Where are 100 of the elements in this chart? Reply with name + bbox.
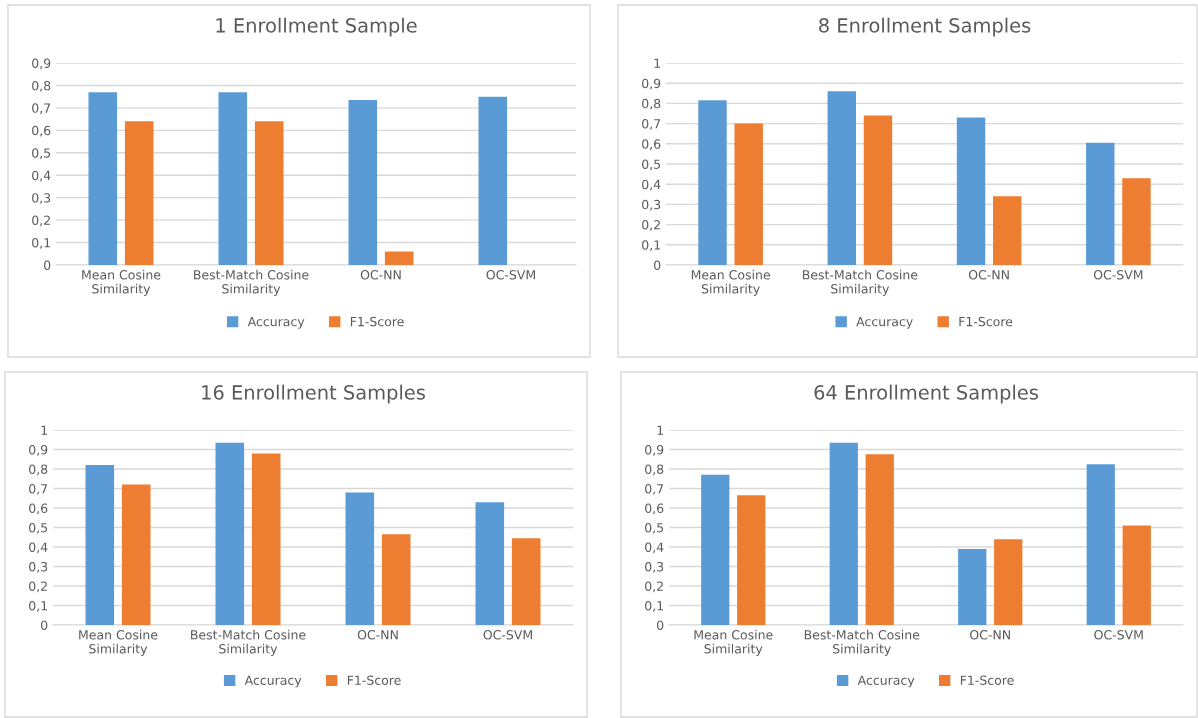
y-tick-label: 0,7: [29, 483, 48, 495]
x-tick-label: Best-Match Cosine Similarity: [191, 629, 306, 656]
legend-label: F1-Score: [959, 316, 1013, 327]
legend-label: F1-Score: [347, 675, 401, 685]
bar: [511, 538, 541, 625]
y-tick-label: 0,5: [642, 159, 661, 171]
y-tick-label: 0,5: [645, 522, 664, 534]
y-tick-label: 0,2: [645, 581, 663, 593]
x-tick-label: Mean Cosine Similarity: [694, 629, 773, 656]
y-tick-label: 0,8: [642, 98, 661, 110]
legend-label: F1-Score: [960, 675, 1014, 685]
bar: [85, 465, 115, 625]
y-tick-label: 0,4: [645, 542, 664, 554]
bar: [734, 123, 763, 265]
bar: [865, 454, 894, 625]
bar: [218, 92, 248, 265]
bar: [215, 442, 245, 625]
y-tick-label: 0,2: [29, 581, 47, 593]
bar: [956, 117, 986, 265]
y-tick-label: 0,4: [642, 179, 661, 191]
x-tick-label: OC-NN: [360, 270, 401, 280]
legend-label: F1-Score: [350, 316, 404, 327]
y-tick-label: 0,2: [32, 215, 50, 227]
y-tick-label: 0,6: [29, 503, 48, 515]
y-tick-label: 0,8: [29, 464, 48, 476]
x-tick-label: OC-SVM: [483, 630, 532, 640]
y-tick-label: 0,9: [29, 444, 48, 456]
x-tick-label: OC-SVM: [486, 270, 535, 280]
y-tick-label: 0,6: [642, 139, 661, 150]
bar: [827, 91, 856, 265]
x-tick-label: Mean Cosine Similarity: [82, 269, 161, 296]
bar: [121, 484, 151, 625]
y-tick-label: 0,1: [642, 240, 660, 251]
x-tick-label: Mean Cosine Similarity: [79, 629, 158, 656]
y-tick-label: 0,7: [642, 119, 661, 130]
legend-label: Accuracy: [856, 317, 913, 329]
bar: [1086, 142, 1115, 265]
bar: [1122, 525, 1151, 625]
bar: [1086, 464, 1115, 625]
y-tick-label: 0,5: [29, 522, 48, 534]
bar: [1122, 178, 1151, 265]
chart-title: 1 Enrollment Sample: [216, 17, 417, 37]
bar: [829, 442, 858, 625]
bar: [381, 534, 411, 625]
y-tick-label: 1: [654, 58, 660, 68]
y-tick-label: 0,3: [645, 561, 664, 573]
y-tick-label: 0,9: [645, 444, 664, 456]
bar: [124, 121, 154, 265]
chart-title: 16 Enrollment Samples: [202, 384, 425, 404]
y-tick-label: 0: [41, 620, 48, 630]
y-tick-label: 0,2: [642, 220, 660, 231]
bar: [478, 96, 508, 265]
y-tick-label: 0,4: [32, 170, 51, 182]
y-tick-label: 0,8: [645, 464, 664, 476]
legend-label: Accuracy: [857, 675, 915, 688]
y-tick-label: 0,3: [29, 561, 48, 573]
bar: [863, 115, 893, 265]
bar: [384, 251, 414, 265]
bar: [994, 539, 1023, 625]
y-tick-label: 0,7: [32, 103, 51, 115]
chart-title: 8 Enrollment Samples: [819, 17, 1031, 37]
y-tick-label: 0,7: [645, 483, 664, 495]
y-tick-label: 0,9: [642, 78, 661, 90]
y-tick-label: 1: [41, 425, 47, 435]
y-tick-label: 0,3: [32, 193, 51, 204]
y-tick-label: 0,5: [32, 148, 51, 159]
y-tick-label: 0: [657, 620, 664, 630]
y-tick-label: 0,4: [29, 542, 48, 554]
bar: [348, 100, 378, 265]
y-tick-label: 0,1: [32, 238, 50, 249]
x-tick-label: OC-SVM: [1094, 630, 1143, 640]
bar: [88, 92, 118, 265]
y-tick-label: 0,6: [645, 503, 664, 515]
legend-label: Accuracy: [244, 675, 302, 688]
bar: [345, 492, 375, 625]
y-tick-label: 0,8: [32, 80, 51, 92]
bar: [475, 502, 505, 625]
bar: [958, 548, 987, 625]
bar: [737, 495, 766, 625]
y-tick-label: 0,1: [645, 600, 663, 612]
x-tick-label: OC-NN: [357, 630, 398, 640]
x-tick-label: Best-Match Cosine Similarity: [194, 269, 309, 296]
x-tick-label: OC-NN: [968, 270, 1009, 280]
bar: [698, 100, 727, 265]
chart-title: 64 Enrollment Samples: [814, 384, 1038, 404]
x-tick-label: Best-Match Cosine Similarity: [802, 269, 918, 296]
bar: [993, 196, 1022, 265]
bar: [254, 121, 284, 265]
y-tick-label: 0,9: [32, 58, 51, 70]
y-tick-label: 1: [657, 425, 663, 435]
y-tick-label: 0,3: [642, 199, 661, 211]
legend-label: Accuracy: [247, 317, 305, 329]
x-tick-label: OC-NN: [970, 630, 1010, 640]
x-tick-label: Best-Match Cosine Similarity: [804, 629, 920, 656]
bar: [701, 474, 730, 625]
y-tick-label: 0: [654, 260, 661, 270]
y-tick-label: 0,1: [29, 600, 47, 612]
y-tick-label: 0: [44, 260, 51, 270]
bar: [251, 453, 281, 625]
x-tick-label: OC-SVM: [1093, 270, 1143, 280]
